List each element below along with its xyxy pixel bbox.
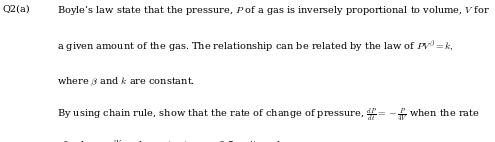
Text: where $\beta$ and $k$ are constant.: where $\beta$ and $k$ are constant. [57, 75, 195, 87]
Text: By using chain rule, show that the rate of change of pressure, $\frac{dP}{dt} = : By using chain rule, show that the rate … [57, 106, 480, 124]
Text: Q2(a): Q2(a) [2, 4, 30, 13]
Text: of volume, $\frac{dV}{dt}$ and constant $\beta$ are 0.5 unit each.: of volume, $\frac{dV}{dt}$ and constant … [57, 139, 287, 142]
Text: a given amount of the gas. The relationship can be related by the law of $PV^{\b: a given amount of the gas. The relations… [57, 40, 453, 55]
Text: Boyle’s law state that the pressure, $P$ of a gas is inversely proportional to v: Boyle’s law state that the pressure, $P$… [57, 4, 490, 17]
